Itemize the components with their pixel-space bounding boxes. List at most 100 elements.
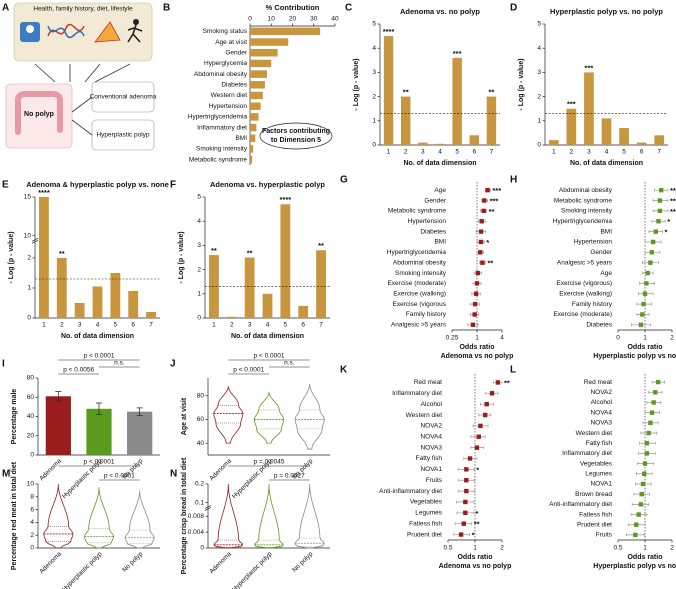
category-label: Anti-inflammatory diet <box>379 488 442 495</box>
category-label: Smoking intensity <box>561 208 613 215</box>
dna-icon <box>47 25 85 39</box>
odds-ratio-marker <box>648 260 653 265</box>
bar <box>250 70 267 78</box>
y-tick-label: 80 <box>27 375 35 382</box>
odds-ratio-marker <box>634 522 639 527</box>
y-tick-label: 3 <box>537 69 541 76</box>
y-tick-label: 1 <box>27 285 31 292</box>
significance: ** <box>211 246 217 255</box>
panel-letter: I <box>2 359 5 370</box>
category-label: Fatty fish <box>416 455 443 462</box>
x-tick-label: 0.5 <box>613 545 622 552</box>
y-tick-label: 0 <box>197 315 201 322</box>
significance: * <box>475 509 478 518</box>
panel-letter: M <box>2 469 10 480</box>
odds-ratio-marker <box>478 229 484 234</box>
odds-ratio-marker <box>478 250 483 255</box>
panel-letter: G <box>340 175 348 186</box>
category-label: Anti-inflammatory diet <box>549 501 612 508</box>
bracket-label: p < 0.0001 <box>104 473 135 480</box>
x-tick-label: 0 <box>616 335 620 342</box>
x-axis-label: Hyperplastic polyp vs no polyp <box>593 563 676 570</box>
odds-ratio-marker <box>483 412 488 418</box>
significance: ** <box>59 249 65 258</box>
significance: * <box>486 238 489 247</box>
x-tick-label: 2 <box>500 545 504 552</box>
x-tick-label: 0.5 <box>443 545 452 552</box>
bracket-label: p = 0.0045 <box>254 459 285 466</box>
bar <box>56 257 67 318</box>
x-tick-label: Adenoma <box>208 550 233 575</box>
violin <box>253 392 285 444</box>
odds-ratio-marker <box>472 312 477 317</box>
x-tick-label: 5 <box>114 322 118 329</box>
significance: ** <box>670 197 676 206</box>
x-tick-label: 1 <box>387 149 391 156</box>
odds-ratio-marker <box>646 430 651 436</box>
panel-letter: K <box>340 365 348 376</box>
x-tick-label: 4 <box>266 322 270 329</box>
odds-ratio-marker <box>484 401 489 407</box>
bar <box>601 118 612 145</box>
x-tick-label: 30 <box>310 16 318 23</box>
y-tick-label: 60 <box>197 416 205 423</box>
x-tick-label: 0.25 <box>446 335 459 342</box>
x-tick-label: 6 <box>640 149 644 156</box>
x-tick-label: 2 <box>570 149 574 156</box>
x-tick-label: Hyperplastic polyp <box>61 550 104 589</box>
odds-ratio-marker <box>642 461 648 466</box>
scale-dial <box>26 25 34 33</box>
odds-ratio-marker <box>495 380 501 385</box>
x-axis-label: No. of data dimension <box>403 160 476 167</box>
odds-ratio-marker <box>470 322 476 328</box>
x-tick-label: 20 <box>289 16 297 23</box>
x-tick-label: 2 <box>670 545 674 552</box>
category-label: Hypertriglyceridemia <box>387 249 447 256</box>
significance: ** <box>489 88 495 97</box>
category-label: Abdominal obesity <box>559 187 613 194</box>
bar <box>92 286 103 318</box>
bar <box>636 142 647 145</box>
bar <box>45 396 71 455</box>
category-label: Metabolic syndrome <box>388 208 447 215</box>
factor-title: Health, family history, diet, lifestyle <box>33 6 133 13</box>
x-axis-label: Hyperplastic polyp vs no polyp <box>593 353 676 360</box>
x-axis-label: No. of data dimension <box>231 333 304 340</box>
x-tick-label: Hyperplastic polyp <box>231 550 274 589</box>
bar <box>250 113 259 121</box>
odds-ratio-marker <box>474 445 480 450</box>
y-tick-label: 1 <box>197 291 201 298</box>
significance: *** <box>490 197 499 206</box>
y-tick-label: 20 <box>27 432 35 439</box>
category-label: Fruits <box>426 477 443 484</box>
odds-ratio-marker <box>458 532 464 537</box>
x-axis-label: Odds ratio <box>627 344 662 351</box>
category-label: Exercise (moderate) <box>553 311 612 318</box>
bar <box>298 305 309 318</box>
category-label: Alcohol <box>591 399 613 406</box>
x-tick-label: 5 <box>455 149 459 156</box>
runner-icon <box>127 24 143 43</box>
panel-letter: F <box>170 180 176 191</box>
panel-letter: B <box>163 3 170 14</box>
bar <box>452 57 462 145</box>
y-tick-label: 2 <box>197 266 201 273</box>
category-label: Vegetables <box>580 460 613 467</box>
significance: *** <box>453 49 462 58</box>
significance: * <box>665 228 668 237</box>
category-label: Metabolic syndrome <box>189 156 248 163</box>
x-tick-label: No polyp <box>291 550 314 573</box>
odds-ratio-marker <box>640 312 645 317</box>
y-tick-label: 0.1 <box>195 499 204 506</box>
violin <box>294 383 325 450</box>
bar <box>110 272 121 318</box>
bar <box>244 257 255 318</box>
category-label: NOVA1 <box>420 466 442 473</box>
x-tick-label: 7 <box>149 322 153 329</box>
violin <box>254 483 284 549</box>
panel-letter: N <box>170 469 177 480</box>
bar <box>250 59 272 68</box>
y-tick-label: 10 <box>24 232 32 239</box>
violin <box>294 483 325 549</box>
significance: *** <box>492 186 501 195</box>
